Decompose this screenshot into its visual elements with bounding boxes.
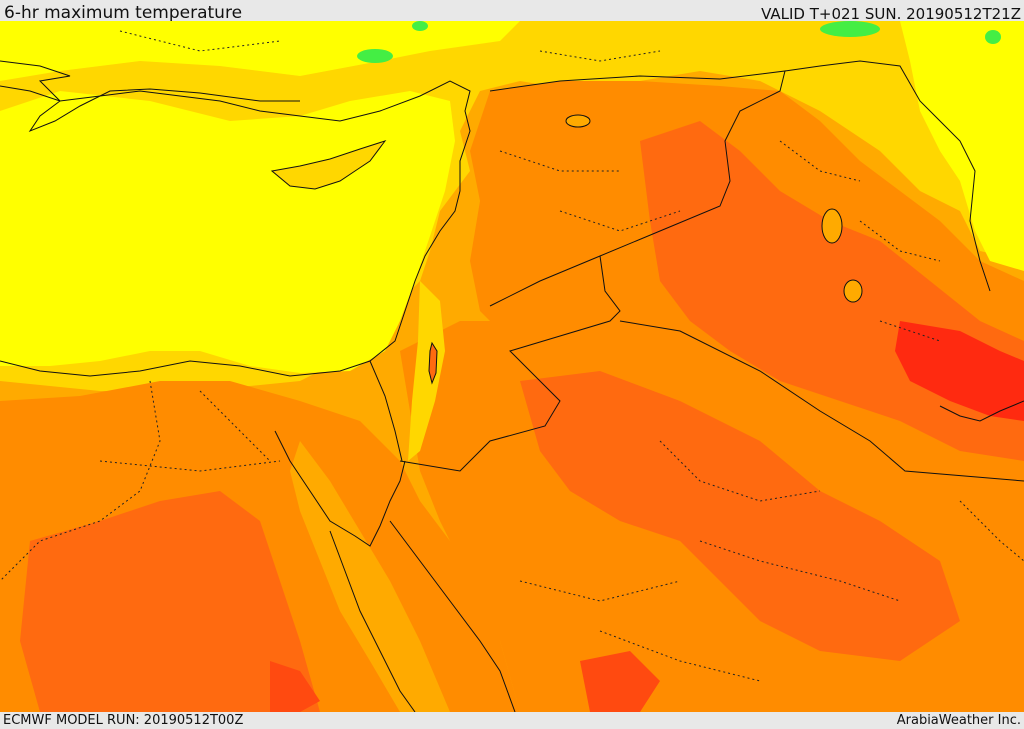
green-spot-northeast — [820, 21, 880, 37]
credit-label: ArabiaWeather Inc. — [896, 713, 1021, 728]
cyprus-outline — [270, 140, 387, 190]
iraq-south-red — [895, 321, 1024, 421]
green-spot-north — [357, 49, 393, 63]
dead-sea — [428, 341, 438, 385]
iraq-iran-border — [784, 60, 991, 292]
map-footer: ECMWF MODEL RUN: 20190512T00Z ArabiaWeat… — [0, 712, 1024, 729]
model-run-label: ECMWF MODEL RUN: 20190512T00Z — [3, 713, 244, 728]
turkey-coast — [0, 60, 300, 133]
green-spot-left — [412, 21, 428, 31]
saudi-iraq-border — [619, 320, 1024, 482]
gulf-of-suez-coast — [274, 430, 406, 547]
lake-tharthar — [821, 208, 843, 244]
red-sea-east-coast — [389, 520, 516, 712]
province-boundaries — [0, 30, 1024, 682]
temperature-map[interactable] — [0, 21, 1024, 712]
saudi-dark-orange — [520, 371, 960, 661]
syria-iraq-border — [489, 70, 786, 307]
turkey-yellow-band — [0, 21, 520, 81]
valid-time-label: VALID T+021 SUN. 20190512T21Z — [761, 5, 1021, 23]
red-sea-amber — [290, 441, 450, 712]
jordan-valley-amber — [408, 281, 445, 461]
jordan-iraq-saudi-border — [399, 255, 621, 472]
mediterranean-sea — [0, 91, 455, 373]
green-spot-caspian — [985, 30, 1001, 44]
hejaz-red-spot — [580, 651, 660, 712]
persian-gulf-coast — [939, 400, 1024, 422]
mediterranean-coastline — [0, 80, 471, 377]
map-title: 6-hr maximum temperature — [4, 3, 243, 23]
egypt-dark-orange — [20, 491, 320, 712]
lake-assad — [565, 114, 591, 128]
lake-habbaniyah — [843, 279, 863, 303]
red-sea-red-spot — [270, 661, 320, 712]
map-header: 6-hr maximum temperature VALID T+021 SUN… — [0, 0, 1024, 23]
egypt-israel-border — [369, 360, 403, 462]
red-sea-west-coast — [329, 530, 416, 712]
